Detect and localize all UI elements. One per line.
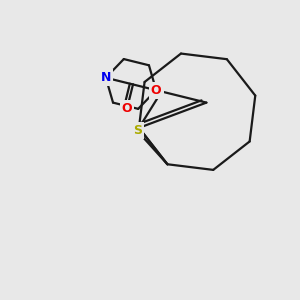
Text: O: O [122, 102, 132, 115]
Text: O: O [151, 84, 161, 97]
Text: N: N [100, 71, 111, 84]
Text: S: S [133, 124, 142, 137]
